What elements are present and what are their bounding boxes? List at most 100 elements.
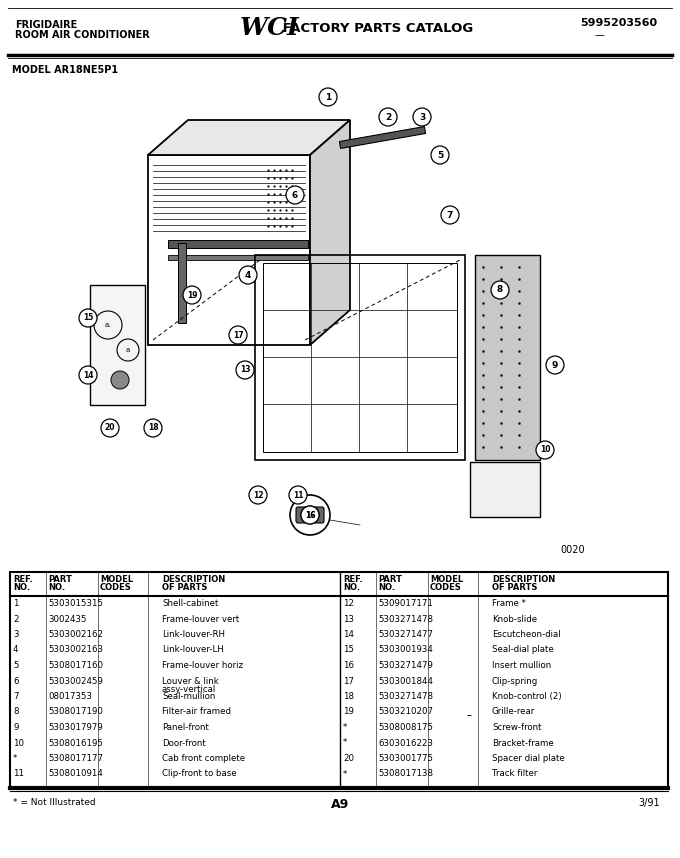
Text: 9: 9: [13, 723, 18, 732]
Circle shape: [239, 266, 257, 284]
Text: 5: 5: [437, 150, 443, 160]
Text: A9: A9: [331, 798, 349, 811]
FancyArrow shape: [339, 126, 426, 148]
Text: 18: 18: [343, 692, 354, 701]
Text: 19: 19: [187, 291, 197, 299]
Text: 11: 11: [293, 491, 303, 499]
Text: 13: 13: [240, 366, 250, 374]
Circle shape: [229, 326, 247, 344]
Text: 5308017138: 5308017138: [378, 770, 433, 778]
Circle shape: [183, 286, 201, 304]
Text: 14: 14: [343, 630, 354, 639]
Text: NO.: NO.: [13, 583, 30, 592]
Text: 2: 2: [13, 614, 18, 624]
Circle shape: [144, 419, 162, 437]
Text: PART: PART: [48, 575, 72, 584]
Text: a: a: [126, 347, 130, 353]
Circle shape: [379, 108, 397, 126]
Text: 6: 6: [292, 190, 298, 200]
Text: Clip-front to base: Clip-front to base: [162, 770, 237, 778]
Circle shape: [289, 486, 307, 504]
Text: FACTORY PARTS CATALOG: FACTORY PARTS CATALOG: [278, 22, 473, 35]
Text: 18: 18: [148, 424, 158, 432]
Text: 5303001844: 5303001844: [378, 676, 433, 686]
Text: 17: 17: [343, 676, 354, 686]
Text: REF.: REF.: [343, 575, 362, 584]
Text: 5: 5: [13, 661, 18, 670]
Text: assy-vertical: assy-vertical: [162, 685, 216, 693]
Text: OF PARTS: OF PARTS: [162, 583, 207, 592]
Circle shape: [546, 356, 564, 374]
Text: 5303015315: 5303015315: [48, 599, 103, 608]
Text: MODEL AR18NE5P1: MODEL AR18NE5P1: [12, 65, 118, 75]
Text: Insert mullion: Insert mullion: [492, 661, 551, 670]
Polygon shape: [310, 120, 350, 345]
Circle shape: [301, 506, 319, 524]
Text: 15: 15: [343, 645, 354, 655]
Text: *: *: [343, 770, 347, 778]
Bar: [178, 243, 186, 323]
Text: 10: 10: [540, 445, 550, 455]
Text: NO.: NO.: [378, 583, 395, 592]
Text: 19: 19: [343, 708, 354, 716]
Text: 7: 7: [13, 692, 18, 701]
Text: FRIGIDAIRE: FRIGIDAIRE: [15, 20, 78, 30]
Text: ROOM AIR CONDITIONER: ROOM AIR CONDITIONER: [15, 30, 150, 40]
Text: 7: 7: [447, 210, 453, 220]
Circle shape: [249, 486, 267, 504]
Text: Clip-spring: Clip-spring: [492, 676, 539, 686]
Text: 1: 1: [325, 93, 331, 101]
Text: 8: 8: [497, 286, 503, 294]
Circle shape: [79, 309, 97, 327]
Text: 3: 3: [13, 630, 18, 639]
Text: 3: 3: [419, 112, 425, 122]
Text: WCI: WCI: [240, 16, 300, 40]
Text: 5303002163: 5303002163: [48, 645, 103, 655]
Text: a.: a.: [105, 322, 112, 328]
Circle shape: [536, 441, 554, 459]
Text: 5308017190: 5308017190: [48, 708, 103, 716]
Bar: [168, 255, 308, 260]
Text: 5308008175: 5308008175: [378, 723, 433, 732]
Text: Track filter: Track filter: [492, 770, 537, 778]
Text: 4: 4: [13, 645, 18, 655]
Circle shape: [491, 281, 509, 299]
Text: 5308017177: 5308017177: [48, 754, 103, 763]
Text: *: *: [13, 754, 17, 763]
Text: 9: 9: [551, 360, 558, 370]
Text: *: *: [343, 723, 347, 732]
Text: Grille-rear: Grille-rear: [492, 708, 535, 716]
Text: 11: 11: [13, 770, 24, 778]
Text: 15: 15: [83, 313, 93, 323]
Bar: [10, 572, 668, 788]
Text: DESCRIPTION: DESCRIPTION: [492, 575, 556, 584]
Text: Knob-control (2): Knob-control (2): [492, 692, 562, 701]
Text: 5303002162: 5303002162: [48, 630, 103, 639]
Bar: [255, 255, 465, 460]
Text: 5308017160: 5308017160: [48, 661, 103, 670]
Text: Escutcheon-dial: Escutcheon-dial: [492, 630, 560, 639]
Text: Frame-louver vert: Frame-louver vert: [162, 614, 239, 624]
Circle shape: [301, 506, 319, 524]
Circle shape: [319, 88, 337, 106]
Text: 5303210207: 5303210207: [378, 708, 433, 716]
Text: NO.: NO.: [48, 583, 65, 592]
Text: 12: 12: [343, 599, 354, 608]
Text: 5308010914: 5308010914: [48, 770, 103, 778]
Text: 6303016223: 6303016223: [378, 739, 433, 747]
Text: Frame-louver horiz: Frame-louver horiz: [162, 661, 243, 670]
Text: 0020: 0020: [560, 545, 585, 555]
Text: 5303002459: 5303002459: [48, 676, 103, 686]
Text: Louver & link: Louver & link: [162, 676, 219, 686]
Text: 20: 20: [105, 424, 115, 432]
Text: DESCRIPTION: DESCRIPTION: [162, 575, 225, 584]
Text: Link-louver-LH: Link-louver-LH: [162, 645, 224, 655]
Text: 5308016195: 5308016195: [48, 739, 103, 747]
Text: Link-louver-RH: Link-louver-RH: [162, 630, 225, 639]
Bar: [263, 263, 457, 452]
Bar: [148, 155, 310, 345]
Text: Seal-mullion: Seal-mullion: [162, 692, 216, 701]
Text: 17: 17: [233, 330, 243, 340]
Text: REF.: REF.: [13, 575, 33, 584]
Text: Spacer dial plate: Spacer dial plate: [492, 754, 565, 763]
